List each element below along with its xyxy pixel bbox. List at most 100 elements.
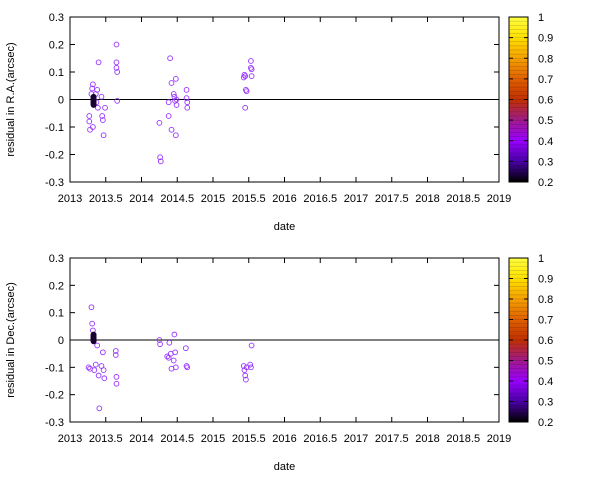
- data-point: [167, 55, 173, 62]
- y-tick-label: 0.3: [49, 253, 64, 265]
- y-tick-label: 0.3: [49, 12, 64, 24]
- colorbar-tick-label: 0.7: [538, 74, 553, 86]
- data-point-dense: [90, 93, 97, 100]
- data-point: [90, 81, 96, 88]
- data-point: [168, 80, 175, 86]
- x-tick-label: 2018: [415, 433, 439, 445]
- ra-residual-panel: 2013 2013.5 2014 2014.5 2015 2015.5 2016 2016.5…: [5, 12, 553, 233]
- data-point: [98, 93, 105, 100]
- colorbar-tick-label: 1: [538, 12, 544, 24]
- colorbar-tick-label: 0.3: [538, 397, 553, 409]
- x-tick-label: 2019: [487, 433, 511, 445]
- data-point: [114, 69, 121, 75]
- data-point: [113, 65, 120, 71]
- x-tick-label: 2013.5: [89, 433, 123, 445]
- data-point: [90, 124, 96, 130]
- data-point: [184, 104, 191, 111]
- x-tick-label: 2014.5: [160, 193, 194, 205]
- data-point: [87, 126, 93, 133]
- x-tick-label: 2019: [487, 193, 511, 205]
- y-axis-label: residual in Dec.(arcsec): [5, 282, 17, 398]
- data-point: [248, 364, 254, 371]
- dec-residual-panel: 2013 2013.5 2014 2014.5 2015 2015.5 2016 2016.5…: [5, 253, 553, 473]
- data-point: [248, 342, 255, 349]
- colorbar-tick-label: 0.8: [538, 294, 553, 306]
- data-point: [91, 367, 98, 373]
- x-tick-label: 2018.5: [446, 433, 480, 445]
- data-point: [100, 117, 106, 123]
- colorbar-tick-label: 0.2: [538, 417, 553, 429]
- data-point: [157, 154, 163, 161]
- x-axis-label: date: [274, 461, 295, 473]
- x-tick-label: 2016.5: [303, 193, 337, 205]
- colorbar-tick-label: 0.7: [538, 315, 553, 327]
- data-point: [242, 73, 249, 79]
- data-point: [248, 58, 254, 64]
- x-tick-label: 2014: [129, 193, 153, 205]
- data-point: [184, 99, 191, 106]
- y-tick-label: -0.3: [45, 417, 64, 429]
- data-point: [92, 361, 99, 368]
- y-tick-label: 0: [58, 335, 64, 347]
- data-point: [95, 372, 102, 379]
- colorbar-tick-label: 0.6: [538, 95, 553, 107]
- colorbar-tick-label: 0.4: [538, 136, 553, 148]
- x-tick-label: 2014: [129, 433, 153, 445]
- x-tick-label: 2013.5: [89, 193, 123, 205]
- data-point: [114, 98, 121, 104]
- data-point: [170, 357, 177, 364]
- data-point: [94, 342, 101, 349]
- data-point: [168, 126, 175, 133]
- data-point: [86, 113, 93, 119]
- data-point: [182, 345, 189, 352]
- data-point: [164, 353, 171, 360]
- y-tick-label: -0.2: [45, 150, 64, 162]
- data-point: [156, 120, 163, 126]
- data-point: [183, 87, 190, 93]
- data-point: [166, 339, 173, 346]
- y-axis-label: residual in R.A.(arcsec): [5, 42, 17, 156]
- data-point: [89, 85, 96, 92]
- data-point: [99, 113, 106, 119]
- x-axis-label: date: [274, 221, 295, 233]
- y-tick-label: -0.1: [45, 362, 64, 374]
- colorbar-tick-label: 0.5: [538, 115, 553, 127]
- y-tick-label: 0.1: [49, 67, 64, 79]
- data-point: [248, 73, 255, 79]
- data-point: [242, 372, 249, 379]
- data-point: [172, 349, 178, 356]
- data-point: [112, 352, 119, 358]
- colorbar-tick-label: 0.9: [538, 33, 553, 45]
- x-tick-label: 2016: [272, 433, 296, 445]
- data-point: [156, 337, 163, 343]
- colorbar-tick-label: 0.8: [538, 53, 553, 65]
- data-point: [172, 364, 179, 371]
- y-tick-label: -0.2: [45, 390, 64, 402]
- y-tick-label: -0.1: [45, 122, 64, 134]
- data-point: [173, 102, 180, 108]
- data-point: [248, 66, 255, 73]
- data-point: [100, 132, 107, 139]
- x-tick-label: 2017: [344, 193, 368, 205]
- data-point: [101, 375, 108, 382]
- data-point: [157, 158, 164, 165]
- data-point: [165, 113, 172, 119]
- x-tick-label: 2017.5: [375, 433, 409, 445]
- x-tick-label: 2016: [272, 193, 296, 205]
- data-point: [240, 363, 247, 369]
- data-point: [100, 349, 106, 356]
- data-point: [242, 104, 249, 111]
- data-point: [85, 364, 92, 371]
- data-point: [96, 405, 103, 412]
- data-point: [113, 380, 120, 387]
- y-tick-label: 0.1: [49, 308, 64, 320]
- data-point: [243, 376, 249, 383]
- data-point: [102, 104, 108, 111]
- x-tick-label: 2015.5: [232, 193, 266, 205]
- y-tick-label: 0: [58, 95, 64, 107]
- data-point: [243, 88, 250, 95]
- data-point: [94, 87, 101, 93]
- colorbar-tick-label: 1: [538, 253, 544, 265]
- data-point: [157, 341, 163, 347]
- x-tick-label: 2014.5: [160, 433, 194, 445]
